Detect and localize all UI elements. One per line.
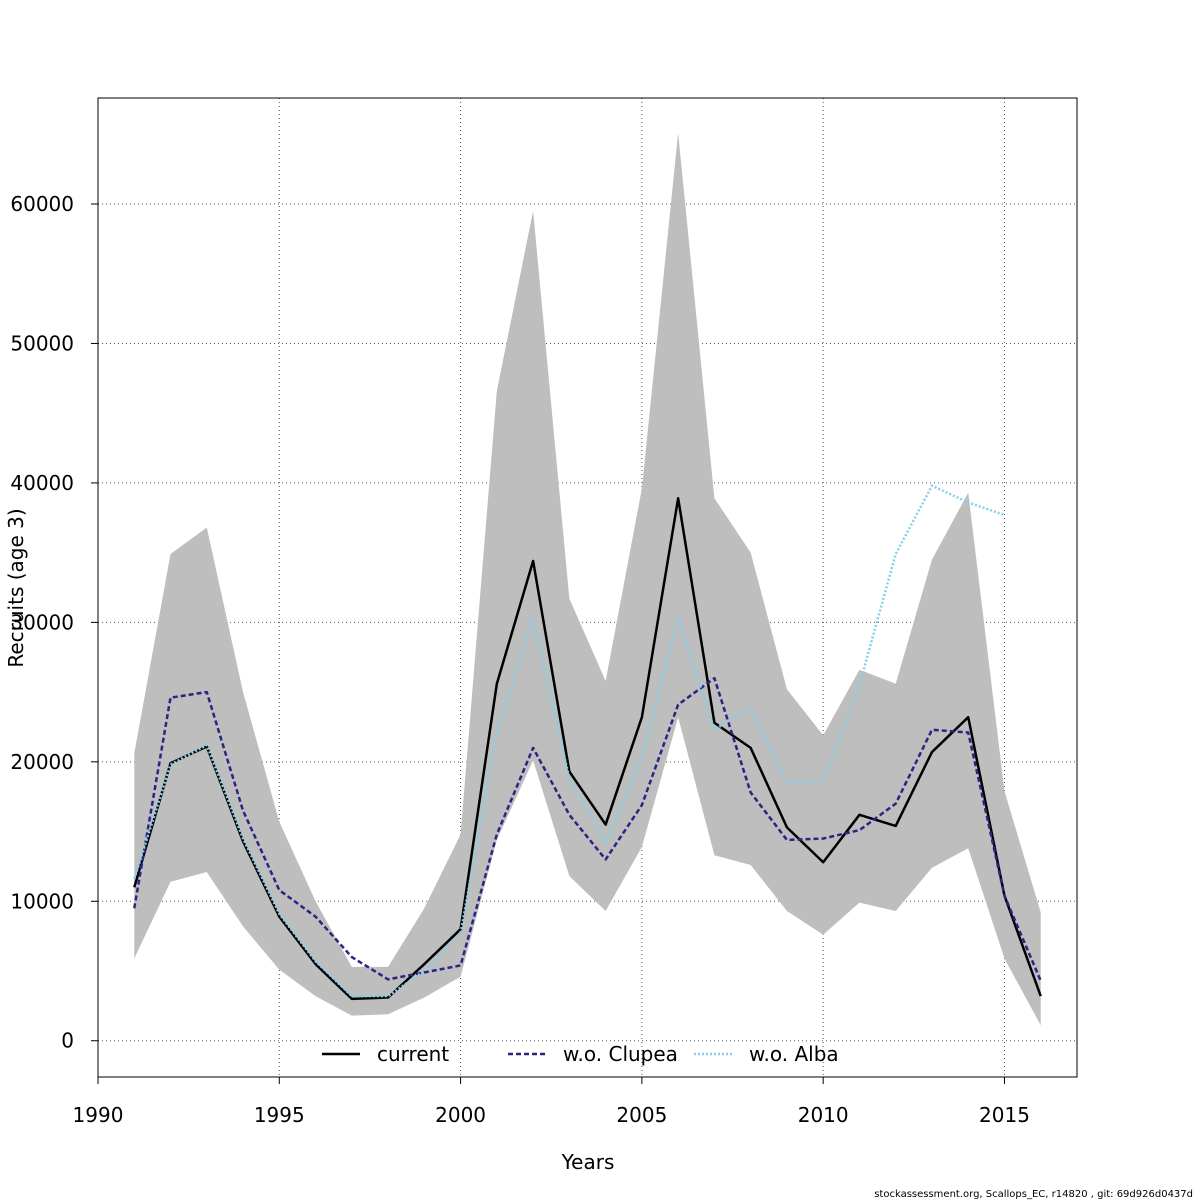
x-tick-label-2000: 2000 bbox=[435, 1103, 486, 1127]
x-tick-label-1990: 1990 bbox=[73, 1103, 124, 1127]
x-tick-label-2005: 2005 bbox=[616, 1103, 667, 1127]
legend-label-current: current bbox=[377, 1042, 449, 1066]
y-tick-label-50000: 50000 bbox=[10, 331, 74, 355]
y-tick-label-60000: 60000 bbox=[10, 192, 74, 216]
confidence-band bbox=[134, 132, 1041, 1026]
legend-label-w-o-alba: w.o. Alba bbox=[749, 1042, 839, 1066]
y-tick-label-40000: 40000 bbox=[10, 471, 74, 495]
y-tick-label-30000: 30000 bbox=[10, 610, 74, 634]
y-axis-label: Recruits (age 3) bbox=[4, 508, 28, 667]
x-tick-label-2015: 2015 bbox=[979, 1103, 1030, 1127]
series-line-current bbox=[133, 496, 1042, 1001]
x-axis: 1990 1995 2000 2005 2010 2015 bbox=[73, 1076, 1030, 1127]
x-tick-label-2010: 2010 bbox=[798, 1103, 849, 1127]
y-axis: 0 10000 20000 30000 40000 50000 60000 bbox=[10, 192, 99, 1053]
legend-label-w-o-clupea: w.o. Clupea bbox=[563, 1042, 678, 1066]
series-line-w-o-clupea bbox=[133, 676, 1042, 982]
confidence-band-area bbox=[134, 132, 1041, 1026]
series-lines bbox=[133, 484, 1042, 1001]
x-axis-label: Years bbox=[561, 1150, 615, 1174]
y-tick-label-0: 0 bbox=[61, 1029, 74, 1053]
footer-credit: stockassessment.org, Scallops_EC, r14820… bbox=[874, 1189, 1193, 1200]
legend: current w.o. Clupea w.o. Alba bbox=[322, 1042, 839, 1066]
y-tick-label-10000: 10000 bbox=[10, 889, 74, 913]
x-tick-label-1995: 1995 bbox=[254, 1103, 305, 1127]
y-tick-label-20000: 20000 bbox=[10, 750, 74, 774]
series-line-w-o-alba bbox=[133, 484, 1005, 998]
